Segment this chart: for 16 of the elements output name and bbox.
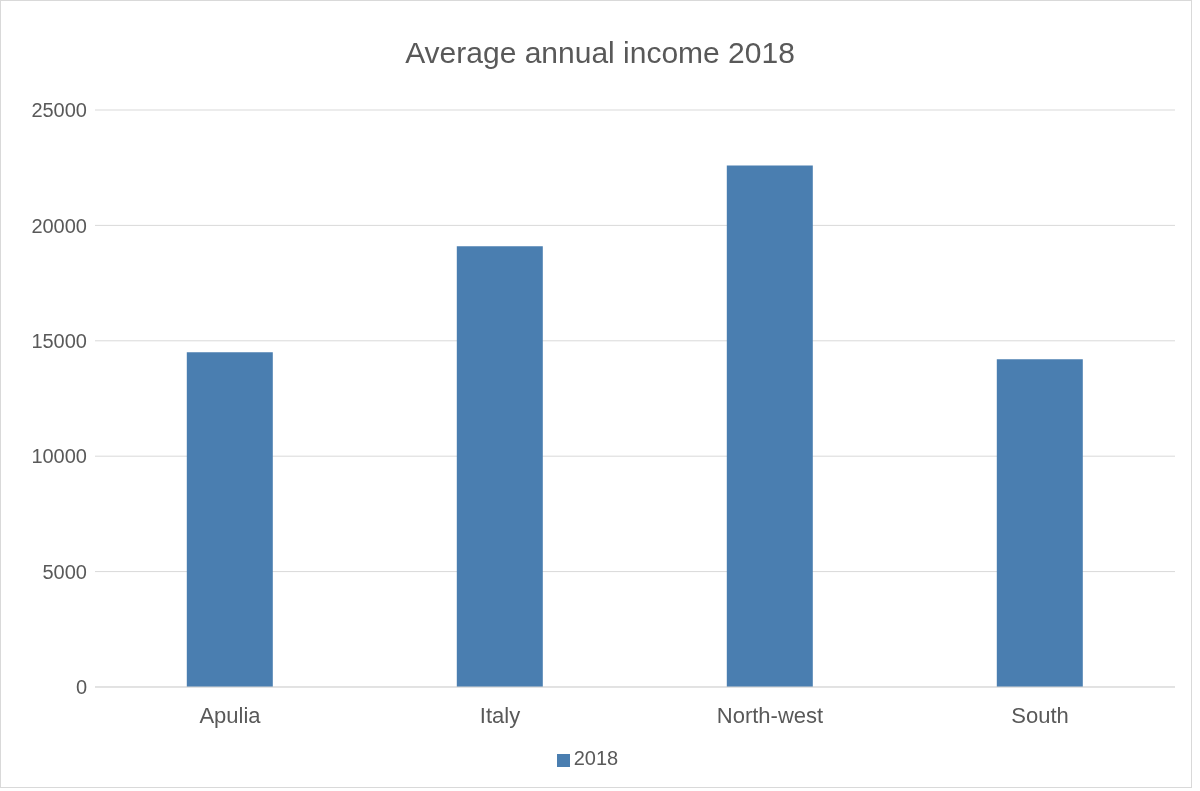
x-tick-label: Apulia	[199, 702, 262, 728]
y-tick-label: 5000	[42, 560, 87, 583]
x-tick-label: Italy	[479, 702, 521, 728]
x-tick-label: North-west	[716, 702, 824, 728]
bar	[996, 359, 1083, 687]
bar	[186, 352, 273, 687]
y-tick-label: 0	[75, 676, 87, 699]
y-tick-label: 10000	[31, 445, 87, 468]
y-tick-label: 20000	[31, 214, 87, 237]
chart-title: Average annual income 2018	[404, 36, 796, 70]
bar	[726, 165, 813, 687]
bar	[456, 246, 543, 687]
legend-label: 2018	[573, 747, 619, 769]
y-tick-label: 15000	[31, 329, 87, 352]
y-tick-label: 25000	[31, 99, 87, 122]
x-tick-label: South	[1011, 702, 1069, 728]
